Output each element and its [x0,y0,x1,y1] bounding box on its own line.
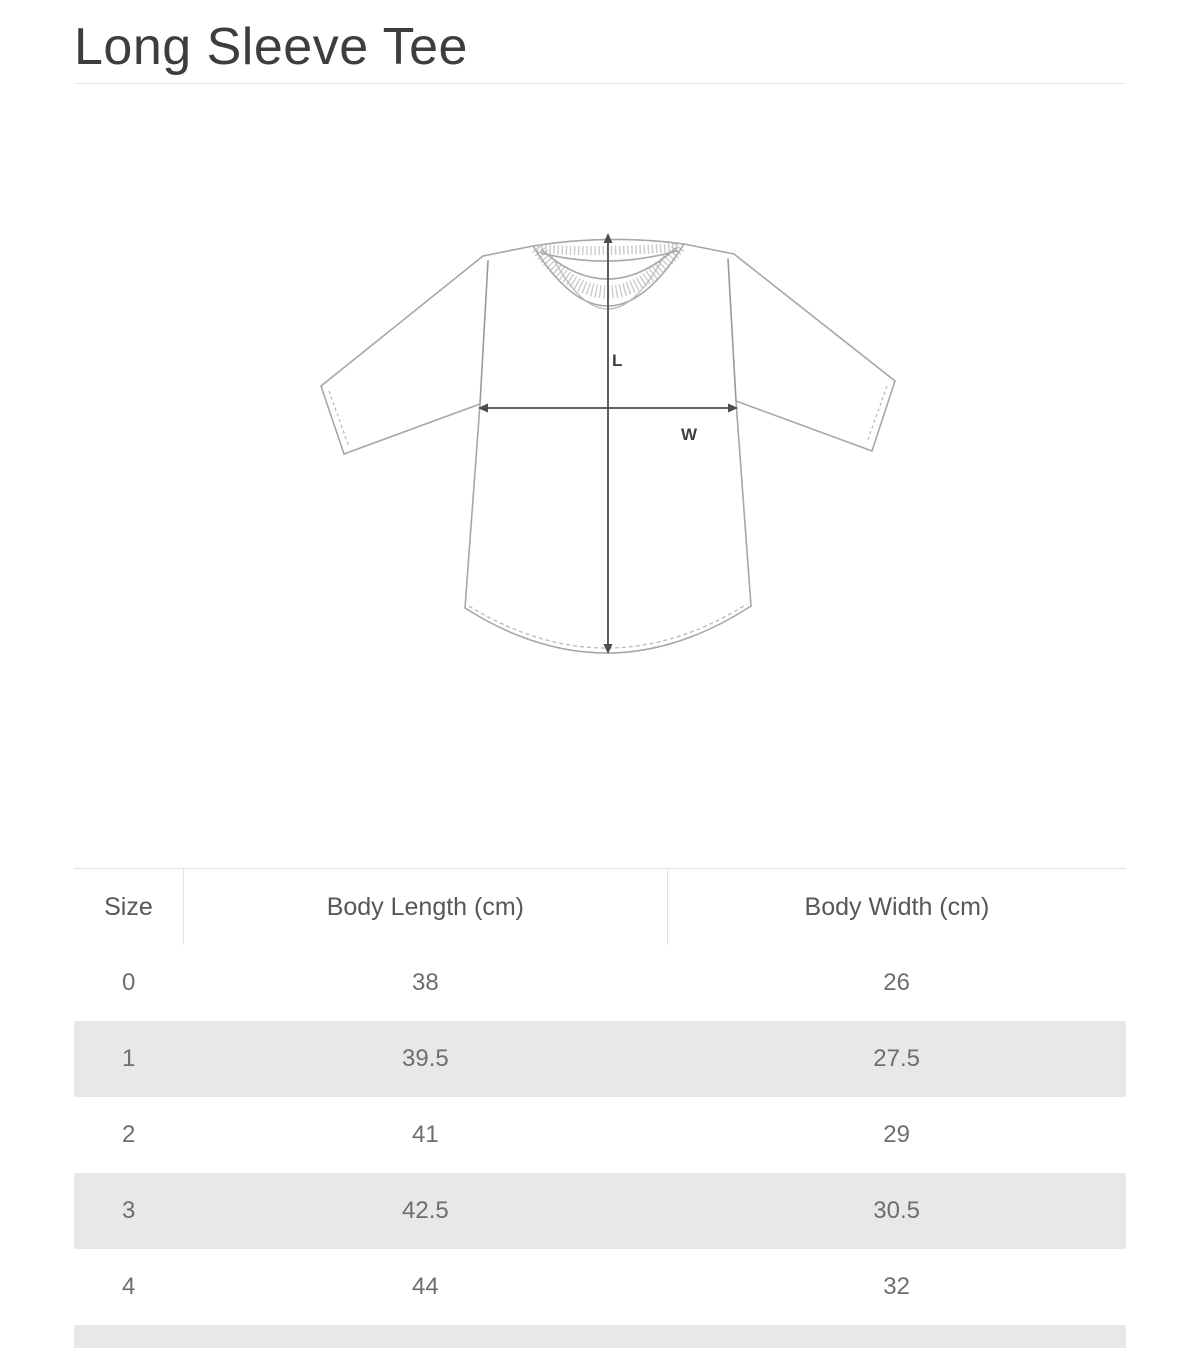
length-label: L [612,351,622,370]
left-armhole-seam [479,260,489,406]
collar-back-rib-texture [536,242,681,256]
right-sleeve [733,253,896,453]
right-armhole-seam [727,258,737,403]
cell-size: 2 [122,1120,136,1148]
left-side-seam [464,403,481,610]
cell-body-length: 39.5 [402,1044,449,1072]
table-row: 2 41 29 [74,1097,1126,1173]
table-row: 1 39.5 27.5 [74,1020,1126,1097]
title-divider [74,83,1126,85]
table-row: 5 45.5 33.5 [74,1324,1126,1348]
width-arrow [478,403,738,413]
cell-size: 3 [122,1196,136,1224]
cell-body-width: 32 [883,1272,910,1300]
cell-body-width: 30.5 [873,1196,921,1224]
column-header-size: Size [74,868,184,945]
table-row: 4 44 32 [74,1249,1126,1325]
cell-size: 0 [122,968,136,996]
right-shoulder-seam [683,243,735,256]
column-header-length: Body Length (cm) [182,868,668,945]
size-chart-table: Size Body Length (cm) Body Width (cm) 0 … [74,868,1126,1348]
size-table-body: 0 38 26 1 39.5 27.5 2 41 29 3 42.5 30.5 … [74,945,1126,1348]
cell-body-length: 44 [412,1272,439,1300]
right-side-seam [735,400,752,608]
tee-diagram-svg: L W [320,233,896,655]
cell-body-length: 42.5 [402,1196,449,1224]
cell-body-length: 41 [412,1120,439,1148]
cell-body-width: 29 [883,1120,910,1148]
cell-body-width: 26 [883,968,910,996]
cell-size: 5 [74,1325,183,1348]
width-label: W [681,425,698,444]
cell-body-length: 38 [412,968,439,996]
header-row: Size Body Length (cm) Body Width (cm) [74,868,1126,945]
cell-size: 1 [122,1044,136,1072]
left-shoulder-seam [482,245,534,258]
cell-body-width: 33.5 [667,1325,1126,1348]
page-title: Long Sleeve Tee [74,18,468,76]
left-sleeve [320,255,484,456]
cell-size: 4 [122,1272,136,1300]
table-row: 3 42.5 30.5 [74,1172,1126,1249]
cell-body-width: 27.5 [873,1044,921,1072]
cell-body-length: 45.5 [183,1325,667,1348]
tee-measurement-diagram: L W [74,146,1126,868]
length-arrow [603,233,613,655]
size-table-header: Size Body Length (cm) Body Width (cm) [74,868,1126,945]
column-header-width: Body Width (cm) [666,868,1126,945]
table-row: 0 38 26 [74,945,1126,1021]
